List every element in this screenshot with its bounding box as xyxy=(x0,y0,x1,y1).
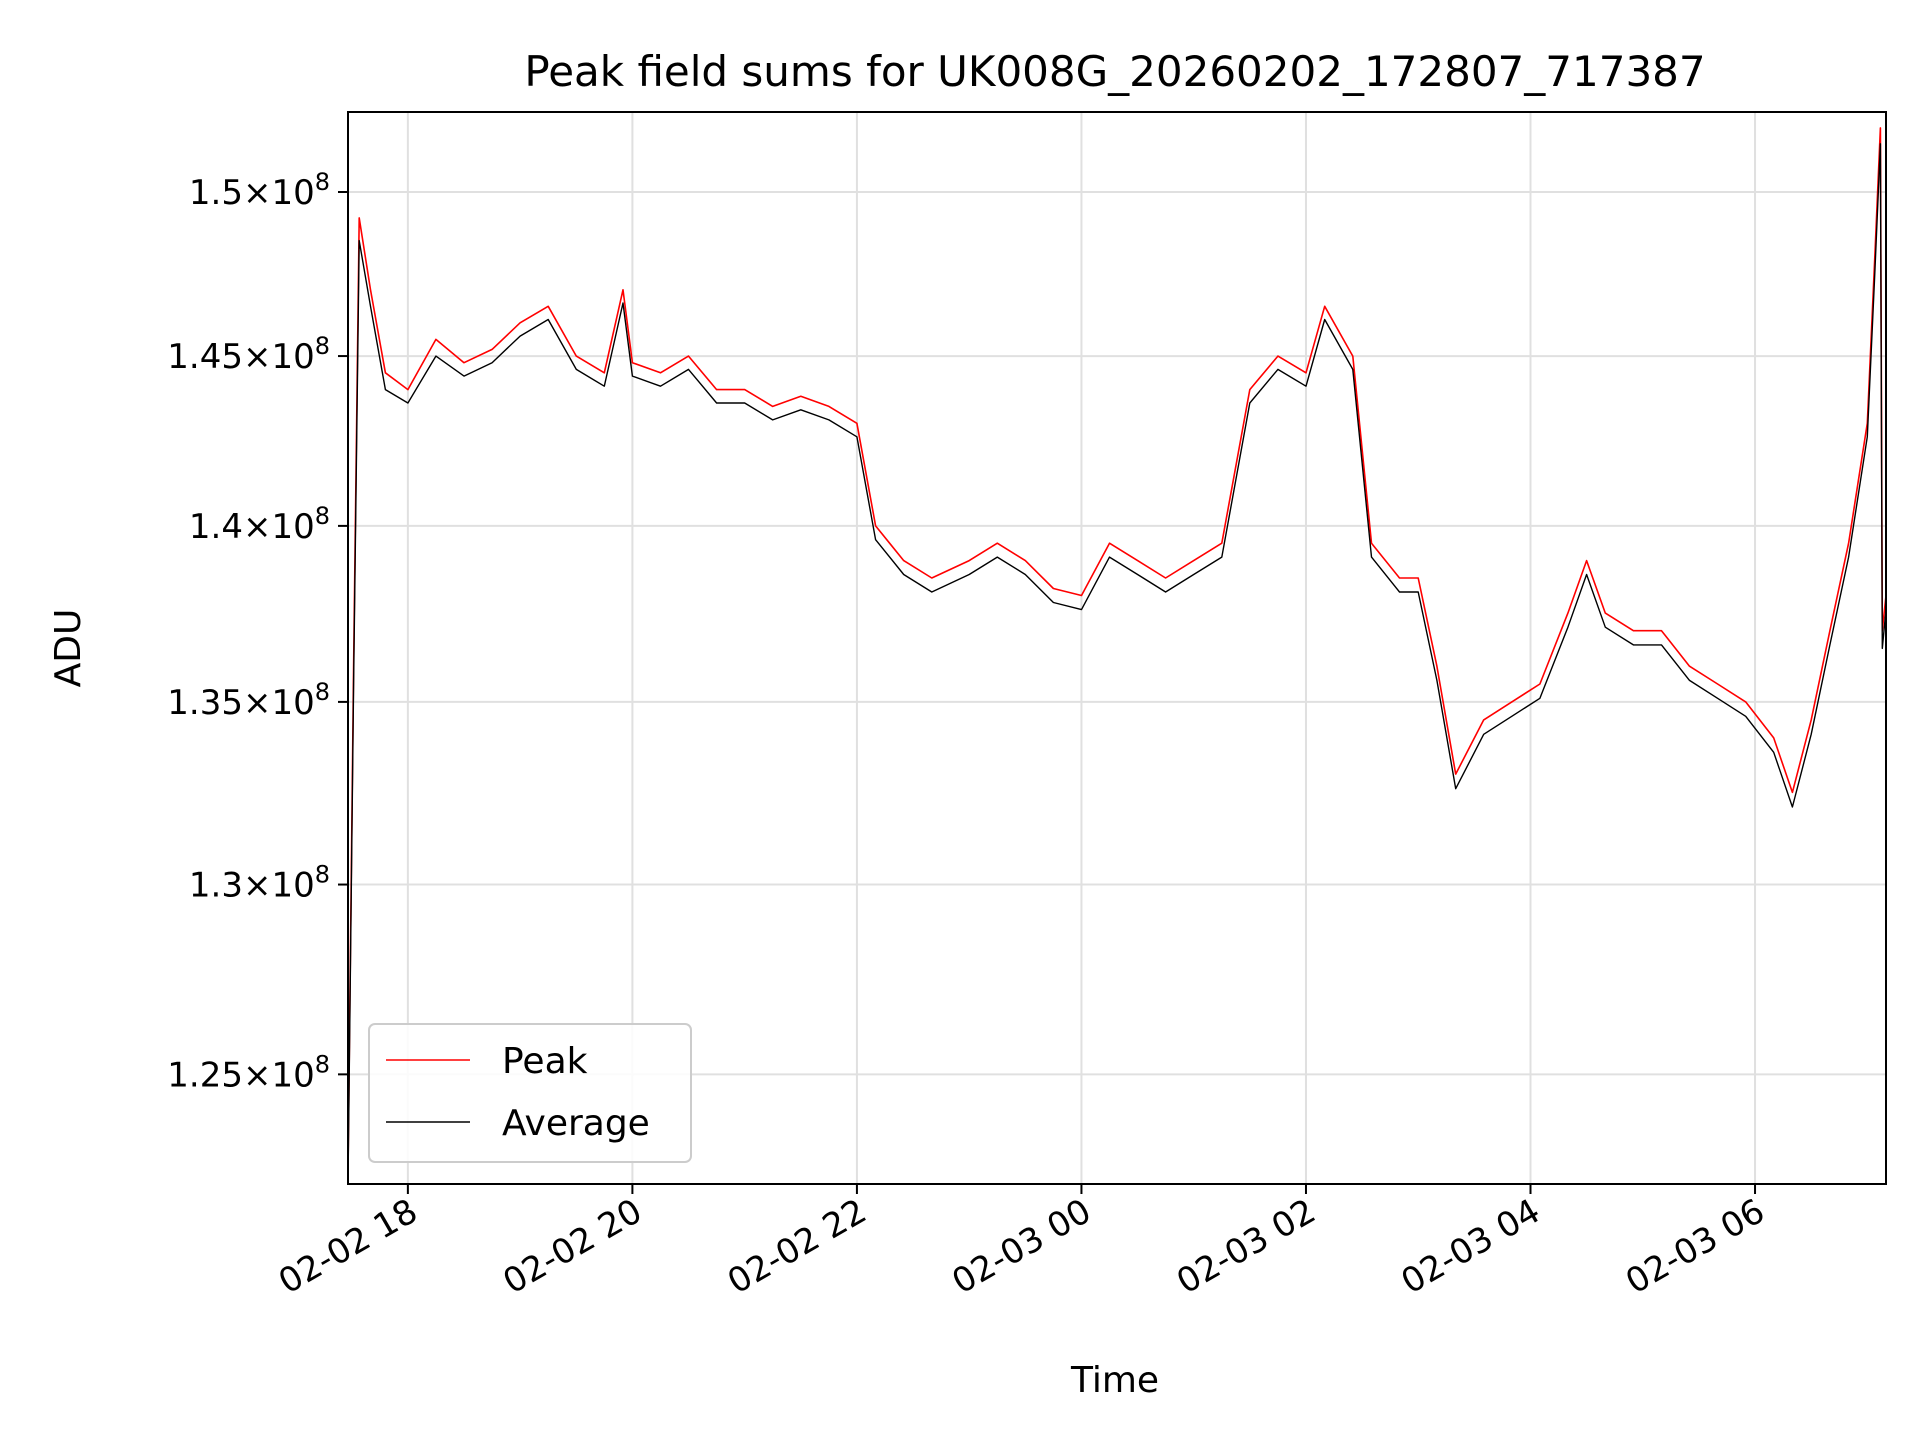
x-axis-label: Time xyxy=(1070,1360,1159,1401)
y-tick-label: 1.5×108 xyxy=(189,168,330,213)
series-layer xyxy=(347,127,1887,1185)
plot-frame xyxy=(347,111,1887,1185)
legend-label-peak: Peak xyxy=(502,1041,588,1082)
y-tick-label: 1.45×108 xyxy=(167,332,330,377)
y-axis-label: ADU xyxy=(48,609,89,688)
y-tick-label: 1.3×108 xyxy=(189,861,330,906)
series-line-peak xyxy=(347,127,1887,1173)
y-tick-label: 1.4×108 xyxy=(189,502,330,547)
y-tick-label: 1.25×108 xyxy=(167,1050,330,1095)
legend-label-average: Average xyxy=(502,1103,650,1144)
series-line-average xyxy=(347,143,1887,1185)
y-tick-label: 1.35×108 xyxy=(167,678,330,723)
chart-title: Peak field sums for UK008G_20260202_1728… xyxy=(524,47,1705,96)
legend: Peak Average xyxy=(368,1023,692,1163)
legend-box xyxy=(368,1023,692,1163)
y-axis-ticks: 1.25×108 1.3×108 1.35×108 1.4×108 1.45×108 1.… xyxy=(167,168,348,1095)
